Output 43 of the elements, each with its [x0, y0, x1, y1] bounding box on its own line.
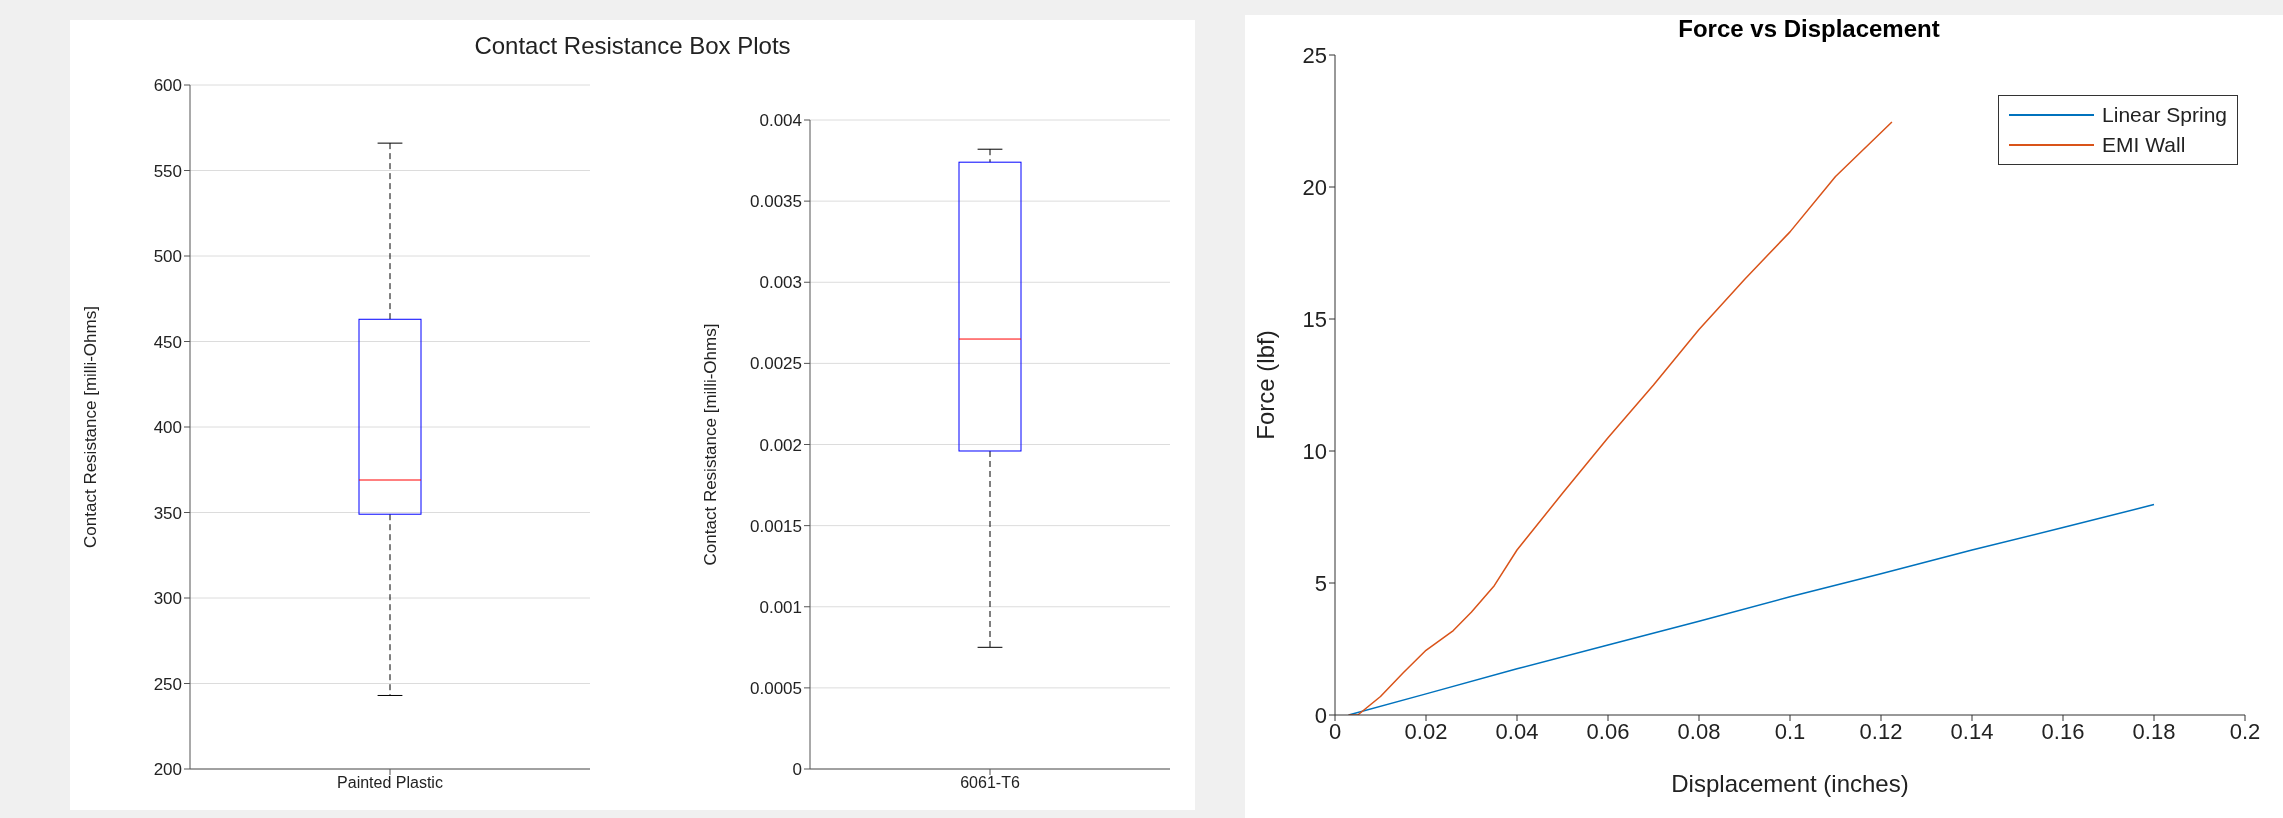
- x-tick-label: Painted Plastic: [337, 774, 443, 792]
- y-tick-label: 0.0015: [750, 516, 802, 536]
- y-axis-title: Contact Resistance [milli-Ohms]: [81, 306, 101, 548]
- x-tick-label: 0.18: [2132, 718, 2176, 744]
- x-tick-label: 0.16: [2041, 718, 2085, 744]
- x-tick-label: 0.12: [1859, 718, 1903, 744]
- y-tick-label: 15: [1302, 306, 1327, 332]
- y-axis-title: Contact Resistance [milli-Ohms]: [701, 323, 721, 566]
- y-tick-label: 300: [153, 589, 182, 609]
- y-axis-title: Force (lbf): [1251, 330, 1279, 440]
- y-tick-label: 0: [1314, 702, 1327, 728]
- x-tick-label: 0.08: [1677, 718, 1721, 744]
- y-tick-label: 0.0035: [750, 192, 802, 212]
- y-tick-label: 0.0025: [750, 354, 802, 374]
- x-axis-title: Displacement (inches): [1671, 770, 1909, 798]
- y-tick-label: 200: [153, 760, 182, 780]
- y-tick-label: 550: [153, 161, 182, 181]
- y-tick-label: 350: [153, 503, 182, 523]
- y-tick-label: 5: [1314, 570, 1327, 596]
- y-tick-label: 450: [153, 332, 182, 352]
- y-tick-label: 0.001: [759, 597, 802, 617]
- chart-title: Force vs Displacement: [1678, 15, 1940, 42]
- y-tick-label: 400: [153, 418, 182, 438]
- y-tick-label: 0.003: [759, 273, 802, 293]
- y-tick-label: 20: [1302, 174, 1327, 200]
- y-tick-label: 0.004: [759, 111, 802, 131]
- x-tick-label: 0.04: [1495, 718, 1539, 744]
- x-tick-label: 6061-T6: [960, 774, 1020, 792]
- x-tick-label: 0.14: [1950, 718, 1994, 744]
- legend-label: Linear Spring: [2102, 103, 2227, 127]
- y-tick-label: 600: [153, 76, 182, 96]
- y-tick-label: 10: [1302, 438, 1327, 464]
- y-tick-label: 25: [1302, 42, 1327, 68]
- x-tick-label: 0.1: [1774, 718, 1806, 744]
- chart-title: Contact Resistance Box Plots: [473, 31, 792, 61]
- y-tick-label: 0.002: [759, 435, 802, 455]
- y-tick-label: 500: [153, 247, 182, 267]
- y-tick-label: 0.0005: [750, 678, 802, 698]
- x-tick-label: 0.02: [1404, 718, 1448, 744]
- x-tick-label: 0.2: [2229, 718, 2261, 744]
- x-tick-label: 0.06: [1586, 718, 1630, 744]
- legend-label: EMI Wall: [2102, 133, 2186, 157]
- y-tick-label: 250: [153, 674, 182, 694]
